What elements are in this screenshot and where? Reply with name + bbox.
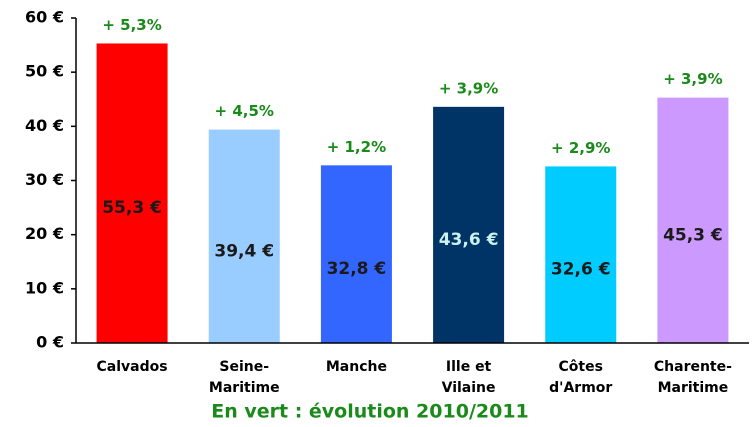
bar <box>96 43 168 343</box>
x-tick-label: Calvados <box>97 359 168 375</box>
annotation: + 4,5% <box>215 102 274 120</box>
y-tick-label: 60 € <box>25 8 64 27</box>
x-tick-label: Ille et <box>446 359 492 375</box>
x-tick-label: d'Armor <box>549 380 612 396</box>
x-tick-label: Vilaine <box>442 380 496 396</box>
bar <box>208 129 280 343</box>
value-label: 39,4 € <box>214 241 274 261</box>
y-tick-label: 40 € <box>25 116 64 135</box>
value-label: 32,6 € <box>551 260 611 280</box>
x-tick-label: Charente- <box>654 359 732 375</box>
x-tick-label: Manche <box>326 359 387 375</box>
bar <box>657 97 729 343</box>
value-label: 32,8 € <box>327 259 387 279</box>
y-tick-label: 20 € <box>25 224 64 243</box>
annotation: + 2,9% <box>551 139 610 157</box>
bar <box>320 165 392 343</box>
y-tick-label: 10 € <box>25 278 64 297</box>
y-tick-label: 30 € <box>25 170 64 189</box>
value-label: 55,3 € <box>102 198 162 218</box>
annotation: + 3,9% <box>439 79 498 97</box>
annotation: + 5,3% <box>102 16 161 34</box>
annotation: + 1,2% <box>327 138 386 156</box>
x-tick-label: Côtes <box>559 359 603 375</box>
note: En vert : évolution 2010/2011 <box>211 401 529 423</box>
bar <box>545 166 617 343</box>
bar <box>433 106 505 343</box>
x-tick-label: Seine- <box>219 359 269 375</box>
y-tick-label: 0 € <box>36 333 64 352</box>
value-label: 45,3 € <box>663 225 723 245</box>
x-tick-label: Maritime <box>658 380 729 396</box>
value-label: 43,6 € <box>439 230 499 250</box>
x-tick-label: Maritime <box>209 380 280 396</box>
annotation: + 3,9% <box>663 70 722 88</box>
y-tick-label: 50 € <box>25 62 64 81</box>
